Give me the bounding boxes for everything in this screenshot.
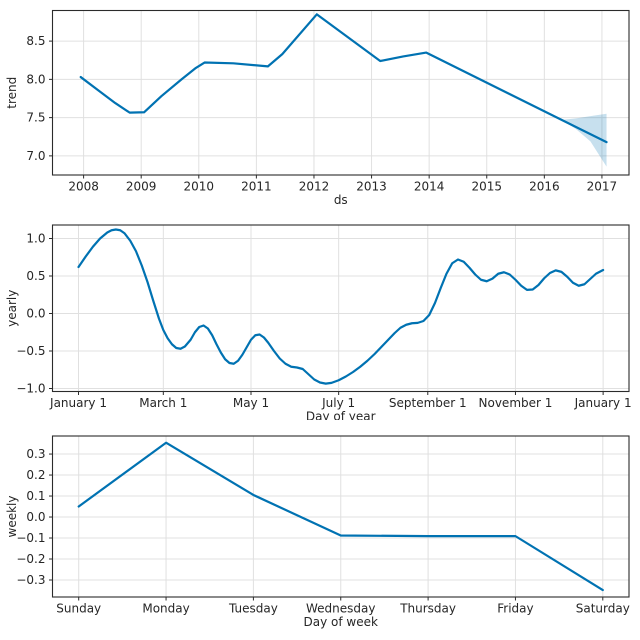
- y-tick-label: 0.5: [26, 269, 45, 283]
- uncertainty-band: [561, 113, 607, 167]
- x-tick-label: 2016: [529, 180, 560, 194]
- x-tick-label: January 1: [574, 396, 632, 410]
- y-tick-label: 1.0: [26, 232, 45, 246]
- x-tick-label: January 1: [49, 396, 107, 410]
- x-tick-label: Thursday: [399, 602, 456, 616]
- y-axis-label: yearly: [5, 290, 19, 327]
- y-tick-label: −0.2: [16, 552, 45, 566]
- x-tick-label: November 1: [479, 396, 553, 410]
- x-tick-label: July 1: [321, 396, 355, 410]
- weekly-line: [77, 441, 604, 592]
- trend-line: [79, 13, 608, 144]
- y-tick-label: 0.0: [26, 510, 45, 524]
- x-tick-label: 2014: [414, 180, 445, 194]
- x-tick-label: 2008: [68, 180, 99, 194]
- trend-grid: [52, 10, 629, 175]
- x-tick-label: Monday: [142, 602, 189, 616]
- y-tick-label: 8.5: [26, 34, 45, 48]
- y-tick-label: 7.5: [26, 111, 45, 125]
- y-tick-label: 0.0: [26, 307, 45, 321]
- x-tick-label: 2010: [184, 180, 215, 194]
- x-axis-label: ds: [334, 193, 348, 205]
- y-axis-label: weekly: [5, 496, 19, 538]
- x-tick-label: Sunday: [56, 602, 101, 616]
- y-axis-label: trend: [5, 77, 19, 109]
- y-tick-label: −0.1: [16, 531, 45, 545]
- y-tick-label: −0.3: [16, 573, 45, 587]
- axes-frame: [51, 224, 630, 393]
- trend-chart: 2008 2009 2010 2011 2012 2013 2014 2015 2016 2017…: [5, 9, 630, 205]
- yearly-line: [77, 228, 605, 385]
- weekly-grid: [52, 436, 629, 597]
- x-tick-label: 2012: [299, 180, 330, 194]
- x-axis-label: Day of year: [306, 410, 376, 421]
- y-tick-label: −0.5: [16, 344, 45, 358]
- x-tick-label: September 1: [389, 396, 467, 410]
- x-tick-label: March 1: [139, 396, 187, 410]
- y-tick-label: −1.0: [16, 382, 45, 396]
- x-tick-label: Friday: [497, 602, 533, 616]
- x-tick-label: 2017: [587, 180, 618, 194]
- y-tick-label: 7.0: [26, 149, 45, 163]
- x-axis-label: Day of week: [304, 615, 378, 629]
- yearly-grid: [52, 225, 629, 392]
- x-tick-label: 2009: [126, 180, 157, 194]
- x-tick-label: 2011: [241, 180, 272, 194]
- y-tick-label: 0.3: [26, 447, 45, 461]
- y-tick-label: 8.0: [26, 72, 45, 86]
- y-tick-label: 0.2: [26, 468, 45, 482]
- x-tick-label: Wednesday: [306, 602, 375, 616]
- x-tick-label: 2015: [471, 180, 502, 194]
- x-tick-label: Saturday: [576, 602, 630, 616]
- yearly-chart: January 1 March 1 May 1 July 1 September 1 No…: [5, 224, 632, 421]
- x-tick-label: 2013: [356, 180, 387, 194]
- x-tick-label: Tuesday: [228, 602, 278, 616]
- weekly-chart: Sunday Monday Tuesday Wednesday Thursday Frid…: [5, 435, 630, 629]
- axes-frame: [51, 9, 630, 176]
- x-tick-label: May 1: [233, 396, 269, 410]
- y-tick-label: 0.1: [26, 489, 45, 503]
